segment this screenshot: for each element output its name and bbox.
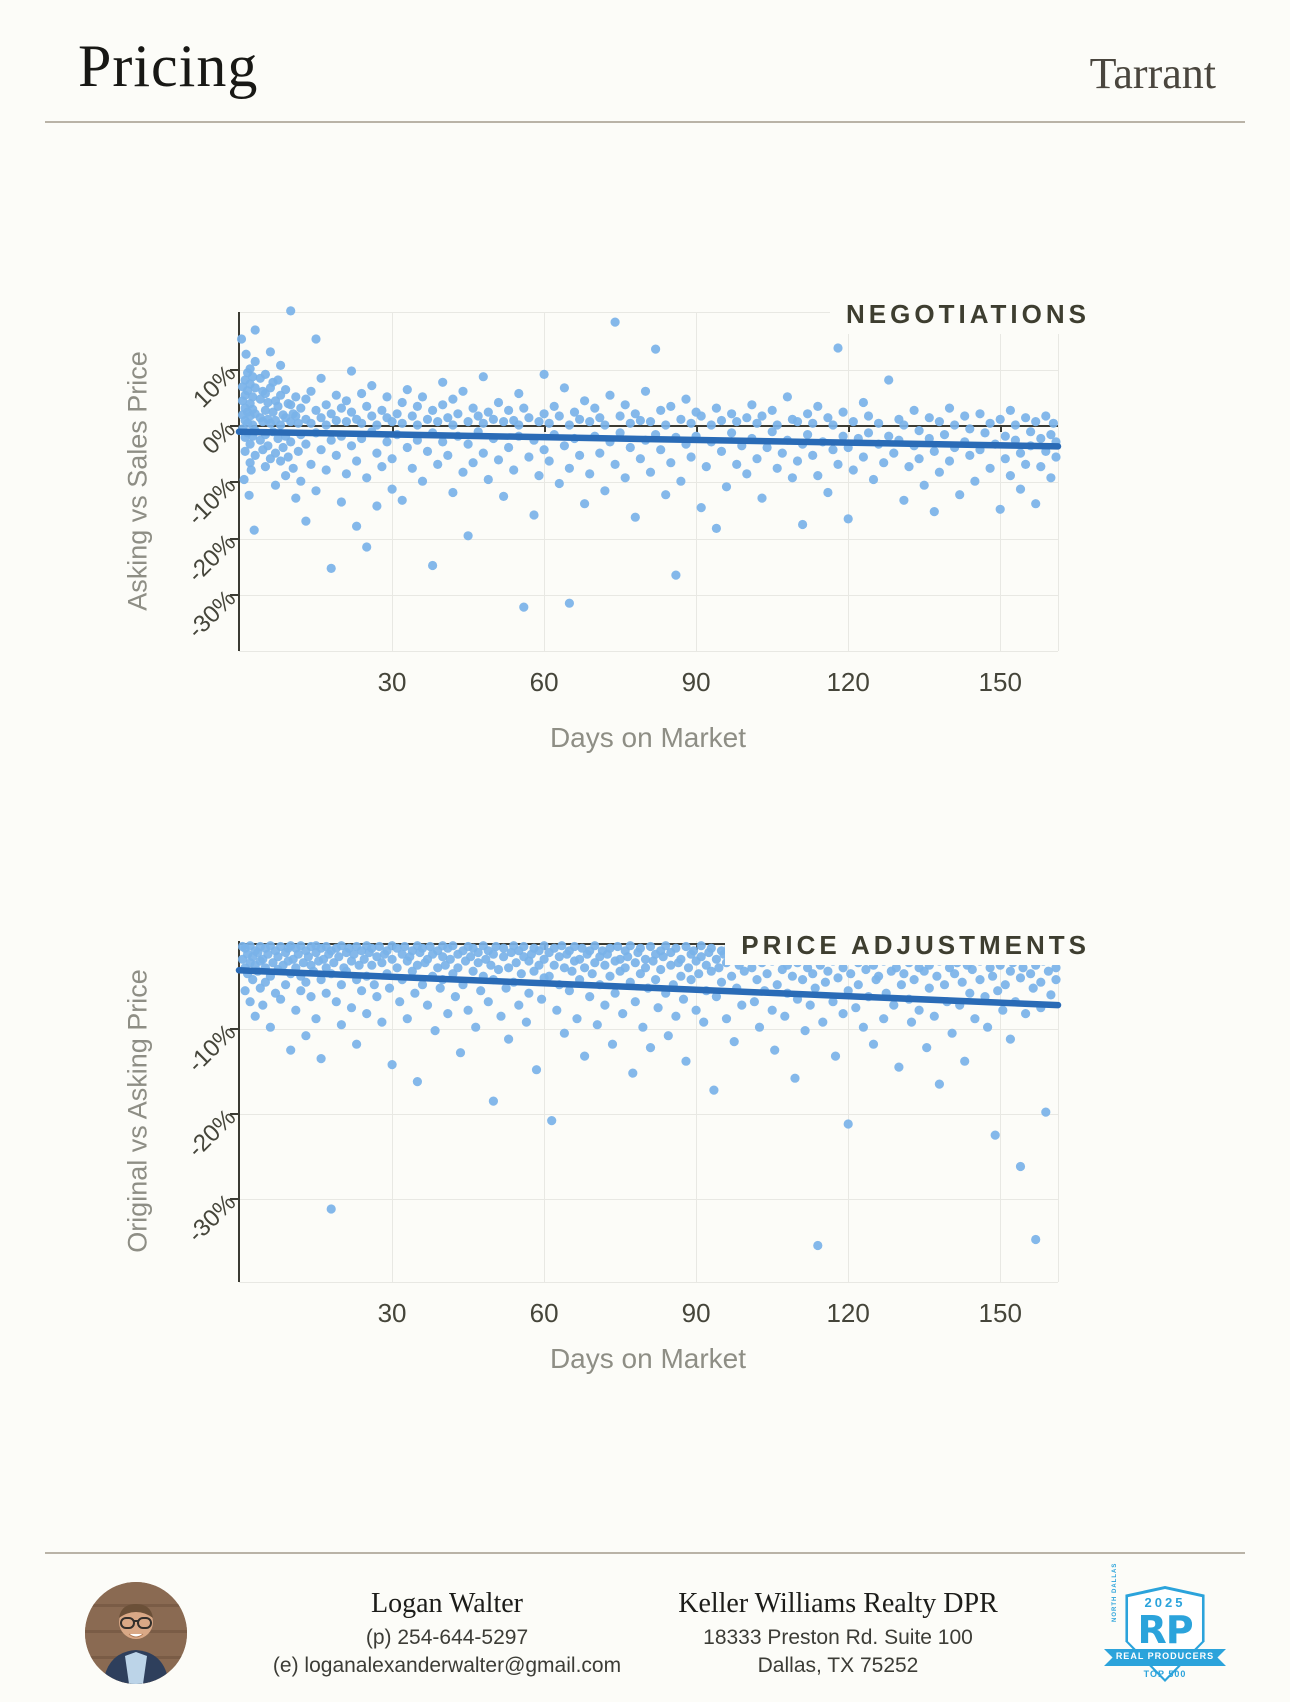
badge-initials: RP <box>1137 1608 1193 1652</box>
header-divider <box>45 121 1245 123</box>
office-address-line2: Dallas, TX 75252 <box>757 1654 919 1677</box>
x-gridline <box>1000 312 1002 651</box>
y-tick-label: 0% <box>197 416 242 460</box>
badge-tier-label: TOP 500 <box>1143 1669 1187 1679</box>
x-tick-label: 60 <box>529 667 559 697</box>
badge-ribbon-icon <box>1104 1649 1226 1666</box>
plot-top-border <box>239 312 1058 313</box>
y-gridline <box>239 1198 1058 1200</box>
x-tick-label: 120 <box>826 667 870 697</box>
x-gridline <box>1000 941 1002 1282</box>
x-axis-label-negotiations: Days on Market <box>549 722 747 753</box>
y-tick-mark <box>230 1197 238 1200</box>
x-tick-label: 30 <box>377 667 407 697</box>
real-producers-badge: 2025 RP NORTH DALLAS REAL PRODUCERS TOP … <box>1104 1563 1226 1686</box>
trend-line <box>235 428 1062 450</box>
badge-region-vertical: NORTH DALLAS <box>1112 1562 1118 1622</box>
agent-phone: (p) 254-644-5297 <box>365 1626 529 1649</box>
x-gridline <box>848 312 850 651</box>
y-axis-line <box>238 312 240 651</box>
x-gridline <box>696 312 698 651</box>
agent-name: Logan Walter <box>371 1588 523 1619</box>
x-tick-label: 150 <box>978 667 1022 697</box>
badge-year: 2025 <box>1144 1595 1186 1610</box>
y-gridline <box>239 594 1058 596</box>
negotiations-points <box>236 306 1061 612</box>
y-tick-mark <box>230 481 238 484</box>
plot-bottom-border <box>239 1282 1058 1283</box>
x-tick-label: 60 <box>529 1298 559 1328</box>
x-tick-label: 150 <box>978 1298 1022 1328</box>
plot-right-border <box>1058 312 1059 651</box>
x-gridline <box>848 941 850 1282</box>
x-gridline <box>544 941 546 1282</box>
footer-divider <box>45 1552 1245 1554</box>
y-tick-mark <box>230 368 238 371</box>
y-tick-mark <box>230 1027 238 1030</box>
x-tick-label: 90 <box>681 667 711 697</box>
plot-bottom-border <box>239 651 1058 652</box>
chart-title-price-adjustments: PRICE ADJUSTMENTS <box>725 926 1090 965</box>
y-axis-line <box>238 941 240 1282</box>
office-address-line1: 18333 Preston Rd. Suite 100 <box>703 1626 973 1649</box>
y-gridline <box>239 538 1058 540</box>
trend-line <box>235 967 1062 1009</box>
y-tick-mark <box>230 537 238 540</box>
x-gridline <box>392 941 394 1282</box>
y-axis-label-price-adjustments: Original vs Asking Price <box>122 969 153 1253</box>
x-axis-label-price-adjustments: Days on Market <box>549 1343 747 1374</box>
y-axis-label-negotiations: Asking vs Sales Price <box>122 351 153 611</box>
y-gridline <box>239 369 1058 371</box>
y-tick-mark <box>230 1112 238 1115</box>
agent-photo-illustration <box>85 1582 187 1684</box>
page-title: Pricing <box>78 33 259 99</box>
x-tick-label: 90 <box>681 1298 711 1328</box>
price-adjustments-points <box>237 941 1061 1251</box>
x-gridline <box>696 941 698 1282</box>
y-tick-label: -10% <box>182 472 242 532</box>
y-gridline <box>239 1113 1058 1115</box>
y-gridline <box>239 482 1058 484</box>
chart-title-negotiations: NEGOTIATIONS <box>830 295 1090 334</box>
x-tick-label: 30 <box>377 1298 407 1328</box>
x-gridline <box>392 312 394 651</box>
x-tick-label: 120 <box>826 1298 870 1328</box>
y-tick-mark <box>230 425 238 428</box>
x-gridline <box>544 312 546 651</box>
badge-ribbon-label: REAL PRODUCERS <box>1115 1651 1215 1661</box>
y-tick-mark <box>230 593 238 596</box>
region-label: Tarrant <box>1089 49 1216 98</box>
agent-avatar <box>85 1582 187 1684</box>
office-name: Keller Williams Realty DPR <box>678 1588 998 1619</box>
plot-right-border <box>1058 941 1059 1282</box>
y-gridline <box>239 1028 1058 1030</box>
x-axis-zero-line <box>239 425 1058 428</box>
agent-email: (e) loganalexanderwalter@gmail.com <box>272 1654 622 1677</box>
